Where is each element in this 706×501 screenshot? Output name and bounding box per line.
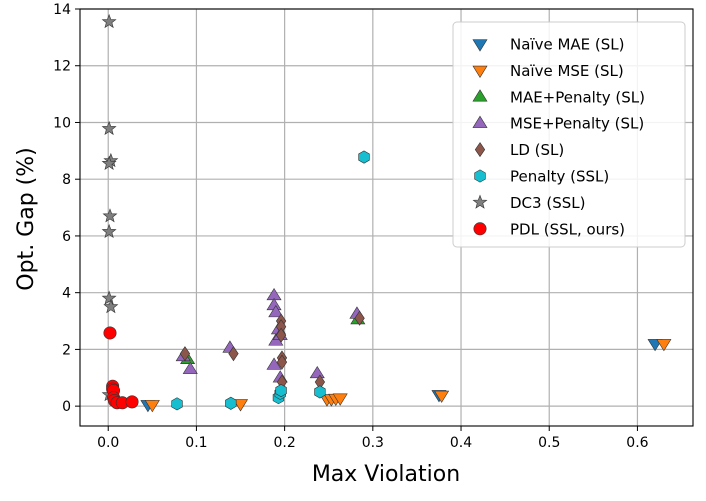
data-point bbox=[266, 357, 282, 370]
x-tick-label: 0.6 bbox=[626, 435, 648, 451]
x-tick-label: 0.3 bbox=[362, 435, 384, 451]
legend-label: PDL (SSL, ours) bbox=[510, 220, 625, 238]
legend-entry: LD (SL) bbox=[474, 141, 564, 159]
legend-marker bbox=[473, 222, 487, 236]
legend-entry: Naïve MAE (SL) bbox=[472, 36, 625, 54]
data-point bbox=[232, 399, 249, 412]
legend-entry: MSE+Penalty (SL) bbox=[472, 115, 644, 133]
series-7 bbox=[103, 326, 139, 410]
legend-marker bbox=[472, 39, 488, 52]
data-point bbox=[101, 290, 117, 305]
legend-box bbox=[452, 21, 686, 248]
legend-entry: PDL (SSL, ours) bbox=[473, 220, 625, 238]
data-point bbox=[125, 395, 139, 409]
data-point bbox=[434, 390, 450, 403]
legend: Naïve MAE (SL) Naïve MSE (SL) MAE+Penalty … bbox=[452, 21, 686, 248]
data-point bbox=[182, 361, 198, 374]
data-point bbox=[309, 365, 325, 379]
data-point bbox=[101, 223, 117, 239]
data-point bbox=[171, 397, 183, 411]
data-point bbox=[101, 120, 117, 136]
y-tick-label: 0 bbox=[62, 399, 71, 415]
plot-frame bbox=[79, 8, 694, 427]
data-point bbox=[314, 385, 326, 399]
data-point bbox=[179, 346, 191, 362]
legend-label: MAE+Penalty (SL) bbox=[510, 88, 645, 106]
series-1 bbox=[144, 339, 672, 413]
data-point bbox=[354, 310, 365, 326]
data-point bbox=[225, 396, 237, 410]
legend-label: Naïve MAE (SL) bbox=[510, 36, 625, 54]
y-tick-label: 12 bbox=[53, 59, 71, 75]
data-point bbox=[275, 383, 287, 398]
legend-marker bbox=[472, 115, 488, 128]
legend-entry: DC3 (SSL) bbox=[472, 194, 585, 212]
data-point bbox=[102, 208, 118, 223]
data-point bbox=[101, 155, 117, 170]
data-point bbox=[332, 393, 348, 406]
legend-marker bbox=[472, 194, 488, 209]
legend-label: Naïve MSE (SL) bbox=[510, 62, 624, 80]
x-tick-label: 0.4 bbox=[450, 435, 472, 451]
y-tick-label: 8 bbox=[62, 172, 71, 188]
series-6 bbox=[101, 13, 119, 402]
data-points bbox=[101, 13, 672, 413]
legend-label: DC3 (SSL) bbox=[510, 194, 585, 212]
legend-entry: MAE+Penalty (SL) bbox=[472, 88, 645, 106]
series-4 bbox=[179, 310, 365, 390]
x-axis-label: Max Violation bbox=[312, 462, 460, 487]
data-point bbox=[276, 354, 288, 370]
legend-entry: Penalty (SSL) bbox=[474, 168, 609, 186]
data-point bbox=[656, 339, 672, 352]
data-point bbox=[101, 13, 117, 29]
series-2 bbox=[180, 312, 366, 364]
y-tick-label: 6 bbox=[62, 229, 71, 245]
legend-marker bbox=[472, 65, 488, 78]
y-tick-label: 10 bbox=[53, 115, 71, 131]
legend-label: MSE+Penalty (SL) bbox=[510, 115, 644, 133]
data-point bbox=[228, 346, 239, 362]
legend-label: Penalty (SSL) bbox=[510, 168, 609, 186]
data-point bbox=[358, 150, 370, 164]
series-0 bbox=[140, 339, 663, 413]
x-tick-label: 0.2 bbox=[273, 435, 295, 451]
legend-marker bbox=[474, 142, 486, 158]
series-3 bbox=[175, 287, 365, 383]
legend-label: LD (SL) bbox=[510, 141, 564, 159]
y-tick-label: 4 bbox=[62, 286, 71, 302]
data-point bbox=[268, 304, 284, 318]
y-tick-label: 14 bbox=[53, 2, 71, 18]
data-point bbox=[103, 299, 119, 314]
data-point bbox=[144, 400, 160, 413]
y-axis-label: Opt. Gap (%) bbox=[14, 147, 39, 290]
legend-marker bbox=[472, 89, 488, 102]
x-tick-label: 0.0 bbox=[97, 435, 119, 451]
data-point bbox=[275, 327, 287, 343]
x-tick-label: 0.5 bbox=[538, 435, 560, 451]
legend-marker bbox=[474, 169, 486, 183]
axes: 0.0 0.1 0.2 0.3 0.4 0.5 0.6 0 2 4 6 8 10 12 14 bbox=[53, 2, 694, 451]
y-tick-label: 2 bbox=[62, 342, 71, 358]
series-5 bbox=[171, 150, 370, 411]
data-point bbox=[103, 326, 117, 340]
x-tick-label: 0.1 bbox=[185, 435, 207, 451]
legend-entry: Naïve MSE (SL) bbox=[472, 62, 624, 80]
